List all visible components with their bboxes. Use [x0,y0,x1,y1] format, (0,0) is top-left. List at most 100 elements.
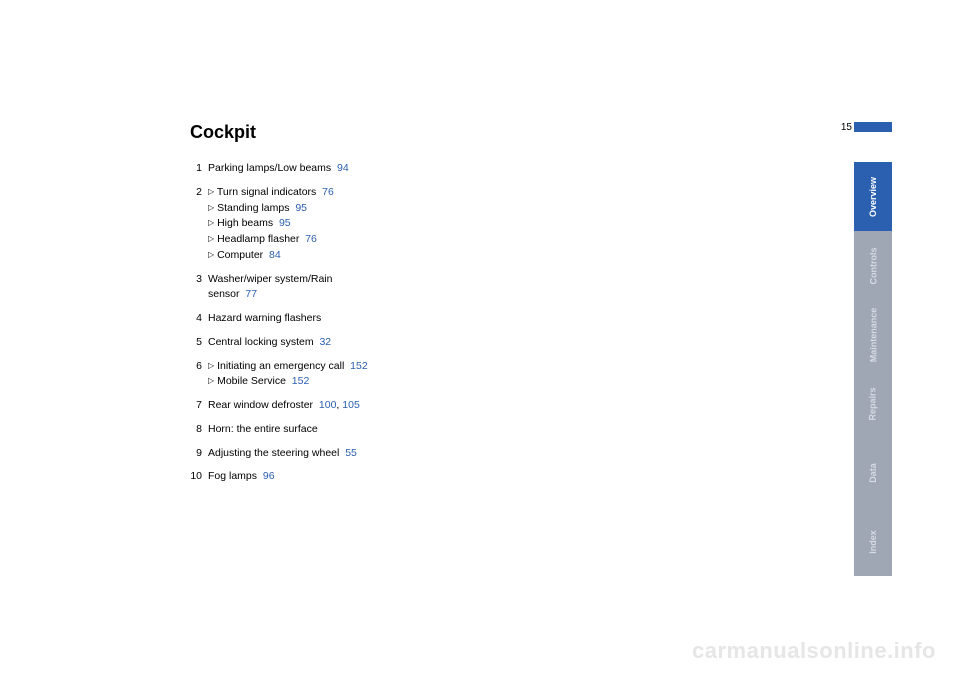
page-link[interactable]: 100 [319,399,337,411]
list-item: 2▷ Turn signal indicators 76▷ Standing l… [190,185,610,264]
item-body: Central locking system 32 [208,335,331,351]
page-link[interactable]: 96 [263,470,275,482]
item-number: 6 [190,359,208,391]
item-line: Rear window defroster 100, 105 [208,398,360,414]
content-area: Cockpit 1Parking lamps/Low beams 942▷ Tu… [190,122,610,493]
item-text: Standing lamps [217,202,289,214]
tab-label: Data [868,463,878,483]
tab-label: Overview [868,176,878,216]
item-number: 3 [190,272,208,304]
list-item: 9Adjusting the steering wheel 55 [190,446,610,462]
item-line: ▷ Initiating an emergency call 152 [208,359,368,375]
page-link[interactable]: 105 [342,399,360,411]
page: 15 Cockpit 1Parking lamps/Low beams 942▷… [0,0,960,678]
item-number: 7 [190,398,208,414]
page-number: 15 [841,122,852,133]
tab-label: Index [868,530,878,554]
item-line: Washer/wiper system/Rain [208,272,332,288]
item-body: Rear window defroster 100, 105 [208,398,360,414]
side-tab-data[interactable]: Data [854,438,892,507]
item-line: ▷ Mobile Service 152 [208,374,368,390]
item-text: Mobile Service [217,375,286,387]
item-text: Rear window defroster [208,399,313,411]
item-body: Washer/wiper system/Rain sensor 77 [208,272,332,304]
item-text: sensor [208,288,240,300]
item-line: ▷ High beams 95 [208,216,334,232]
page-link[interactable]: 94 [337,162,349,174]
item-line: ▷ Computer 84 [208,248,334,264]
item-number: 5 [190,335,208,351]
side-tab-repairs[interactable]: Repairs [854,369,892,438]
item-text: Adjusting the steering wheel [208,447,339,459]
triangle-icon: ▷ [208,250,214,259]
page-link[interactable]: 95 [295,202,307,214]
item-number: 8 [190,422,208,438]
item-text: Initiating an emergency call [217,360,344,372]
item-body: Hazard warning flashers [208,311,321,327]
page-link[interactable]: 77 [245,288,257,300]
side-tabs: Overview Controls Maintenance Repairs Data In… [854,162,892,576]
item-text: Turn signal indicators [217,186,316,198]
triangle-icon: ▷ [208,234,214,243]
item-line: Parking lamps/Low beams 94 [208,161,349,177]
tab-label: Maintenance [868,307,878,362]
list-item: 10Fog lamps 96 [190,469,610,485]
watermark: carmanualsonline.info [692,638,936,664]
triangle-icon: ▷ [208,203,214,212]
item-text: Horn: the entire surface [208,423,318,435]
page-link[interactable]: 84 [269,249,281,261]
item-body: Parking lamps/Low beams 94 [208,161,349,177]
list-item: 4Hazard warning flashers [190,311,610,327]
triangle-icon: ▷ [208,376,214,385]
page-link[interactable]: 76 [305,233,317,245]
triangle-icon: ▷ [208,187,214,196]
page-number-bar [854,122,892,132]
page-link[interactable]: 32 [319,336,331,348]
item-number: 9 [190,446,208,462]
item-line: Central locking system 32 [208,335,331,351]
item-line: Horn: the entire surface [208,422,318,438]
item-body: Adjusting the steering wheel 55 [208,446,357,462]
item-line: ▷ Turn signal indicators 76 [208,185,334,201]
item-number: 2 [190,185,208,264]
page-link[interactable]: 152 [292,375,310,387]
item-number: 10 [190,469,208,485]
list-item: 7Rear window defroster 100, 105 [190,398,610,414]
page-link[interactable]: 76 [322,186,334,198]
item-body: ▷ Initiating an emergency call 152▷ Mobi… [208,359,368,391]
side-tab-index[interactable]: Index [854,507,892,576]
item-text: Hazard warning flashers [208,312,321,324]
item-line: ▷ Headlamp flasher 76 [208,232,334,248]
list-item: 5Central locking system 32 [190,335,610,351]
item-text: Central locking system [208,336,314,348]
tab-label: Controls [868,247,878,284]
side-tab-controls[interactable]: Controls [854,231,892,300]
item-text: Computer [217,249,263,261]
item-body: ▷ Turn signal indicators 76▷ Standing la… [208,185,334,264]
index-list: 1Parking lamps/Low beams 942▷ Turn signa… [190,161,610,485]
item-text: Parking lamps/Low beams [208,162,331,174]
item-line: Hazard warning flashers [208,311,321,327]
triangle-icon: ▷ [208,361,214,370]
page-link[interactable]: 95 [279,217,291,229]
item-body: Fog lamps 96 [208,469,275,485]
page-link[interactable]: 55 [345,447,357,459]
tab-label: Repairs [868,387,878,420]
list-item: 6▷ Initiating an emergency call 152▷ Mob… [190,359,610,391]
item-line: ▷ Standing lamps 95 [208,201,334,217]
list-item: 1Parking lamps/Low beams 94 [190,161,610,177]
item-number: 1 [190,161,208,177]
list-item: 3Washer/wiper system/Rain sensor 77 [190,272,610,304]
item-text: High beams [217,217,273,229]
item-text: Fog lamps [208,470,257,482]
item-text: Washer/wiper system/Rain [208,273,332,285]
side-tab-maintenance[interactable]: Maintenance [854,300,892,369]
item-text: Headlamp flasher [217,233,299,245]
page-title: Cockpit [190,122,610,143]
item-line: Adjusting the steering wheel 55 [208,446,357,462]
triangle-icon: ▷ [208,218,214,227]
item-line: sensor 77 [208,287,332,303]
page-link[interactable]: 152 [350,360,368,372]
list-item: 8Horn: the entire surface [190,422,610,438]
side-tab-overview[interactable]: Overview [854,162,892,231]
